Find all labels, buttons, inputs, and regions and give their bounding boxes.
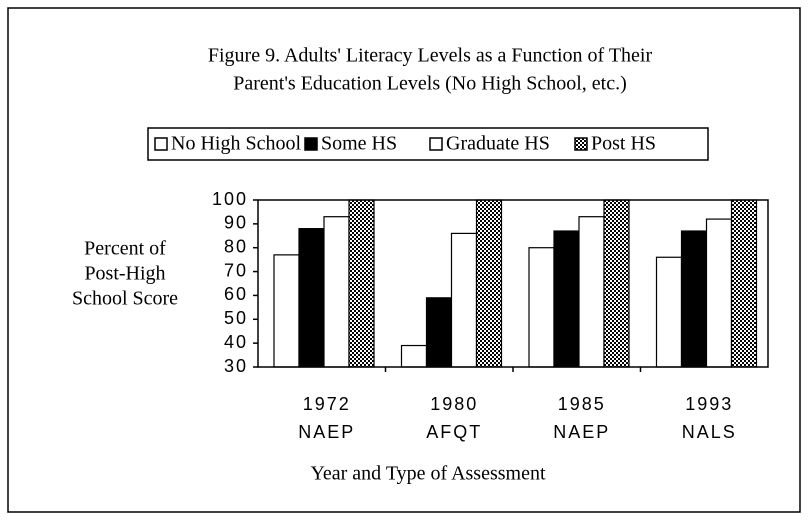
y-tick-label: 40 (224, 332, 248, 352)
x-tick-label: 1972 (303, 394, 351, 414)
bar (400, 344, 428, 368)
legend-box (147, 127, 709, 161)
y-tick-label: 30 (224, 356, 248, 376)
y-axis-title: Percent of (84, 238, 166, 260)
plot-frame (257, 199, 769, 368)
bar (475, 199, 503, 368)
x-tick-label: AFQT (426, 422, 482, 442)
y-tick-label: 60 (224, 284, 248, 304)
bar (603, 199, 630, 368)
x-tick-label: NALS (682, 422, 737, 442)
bar (348, 199, 375, 368)
bar (450, 232, 478, 368)
y-tick-label: 80 (224, 236, 248, 256)
y-axis-title: Post-High (84, 263, 165, 285)
chart-title: Figure 9. Adults' Literacy Levels as a F… (208, 45, 653, 67)
bar (730, 199, 758, 368)
y-axis-title: School Score (72, 288, 178, 310)
bar (425, 297, 453, 368)
legend-marker (154, 137, 168, 151)
x-tick-label: 1993 (685, 394, 733, 414)
bar (323, 216, 350, 368)
frame (7, 7, 801, 513)
x-tick-label: 1980 (430, 394, 478, 414)
legend-marker (429, 137, 443, 151)
y-tick-label: 50 (224, 308, 248, 328)
bar (680, 230, 708, 368)
bar (273, 254, 300, 368)
bar (705, 218, 733, 368)
legend-label: Some HS (321, 133, 397, 155)
legend-label: Graduate HS (446, 133, 550, 155)
legend-marker (574, 137, 588, 151)
chart-title: Parent's Education Levels (No High Schoo… (233, 73, 627, 95)
legend-label: No High School (171, 133, 301, 155)
bar (655, 256, 683, 368)
legend-label: Post HS (591, 133, 656, 155)
bar (578, 216, 605, 368)
x-tick-label: NAEP (553, 422, 610, 442)
x-tick-label: NAEP (298, 422, 355, 442)
bar (298, 228, 325, 368)
y-tick-label: 100 (212, 189, 248, 209)
bar (528, 247, 555, 368)
y-tick-label: 70 (224, 260, 248, 280)
legend-marker (304, 137, 318, 151)
x-axis-title: Year and Type of Assessment (310, 463, 546, 485)
x-tick-label: 1985 (558, 394, 606, 414)
bar (553, 230, 580, 368)
y-tick-label: 90 (224, 213, 248, 233)
